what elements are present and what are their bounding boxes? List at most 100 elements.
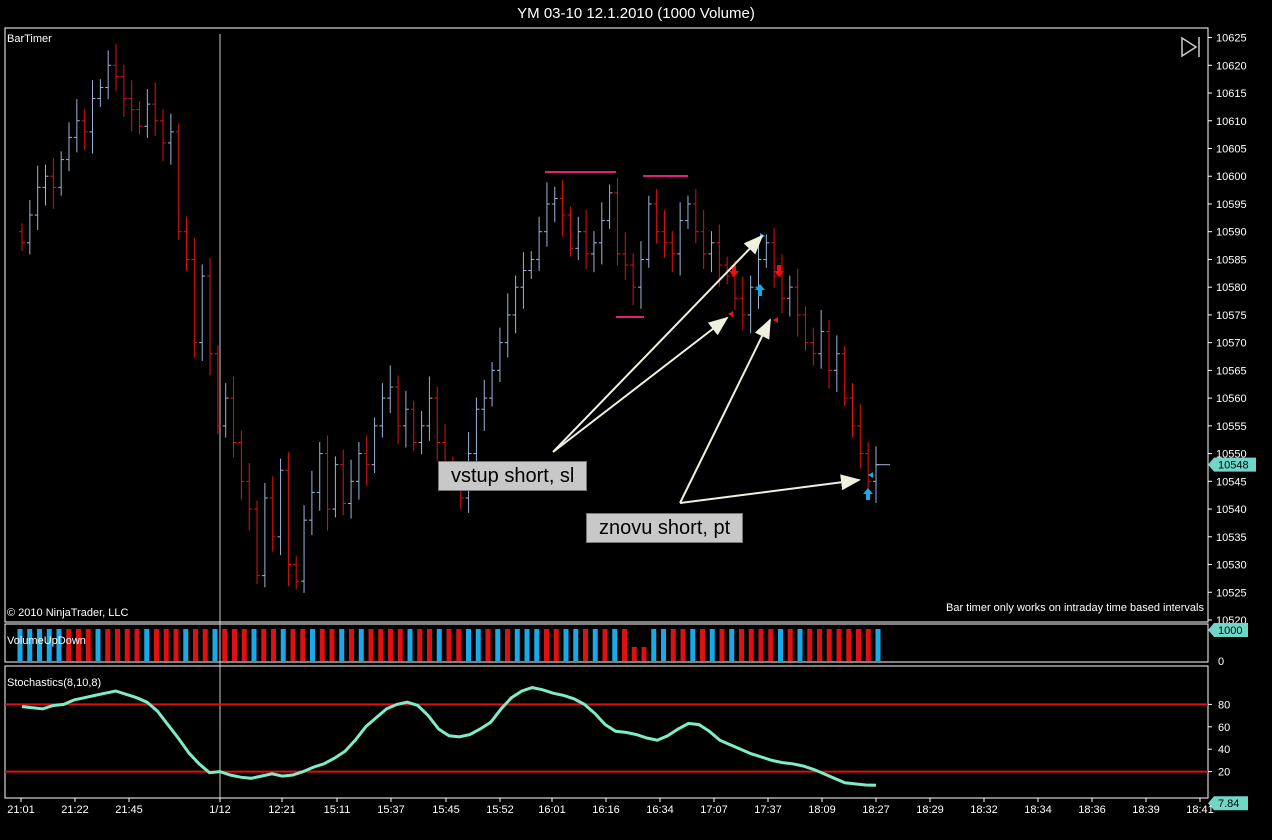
price-tick-label: 10530 <box>1216 560 1247 572</box>
volume-label: VolumeUpDown <box>7 635 86 647</box>
volume-bar <box>105 629 111 661</box>
volume-bar <box>37 629 42 661</box>
sell-arrow-icon <box>729 265 739 277</box>
last-price-badge <box>1208 457 1256 472</box>
volume-bar <box>66 629 72 661</box>
price-tick-label: 10580 <box>1216 282 1247 294</box>
volume-bar <box>407 629 413 661</box>
price-tick-label: 10560 <box>1216 393 1247 405</box>
volume-bar <box>124 629 130 661</box>
volume-bar <box>368 629 374 661</box>
volume-bar <box>875 629 881 661</box>
volume-bar <box>241 629 247 661</box>
annotation-arrow <box>552 316 729 453</box>
volume-bar <box>183 629 189 661</box>
volume-bar <box>173 629 179 661</box>
volume-bar <box>85 629 91 661</box>
price-tick-label: 10550 <box>1216 449 1247 461</box>
chart-title: YM 03-10 12.1.2010 (1000 Volume) <box>517 5 755 22</box>
volume-bar <box>865 629 871 661</box>
volume-bar <box>417 629 423 661</box>
price-tick-label: 10545 <box>1216 476 1247 488</box>
price-tick-label: 10565 <box>1216 365 1247 377</box>
price-tick-label: 10600 <box>1216 171 1247 183</box>
price-tick-label: 10605 <box>1216 143 1247 155</box>
x-tick-label: 18:29 <box>916 804 944 816</box>
volume-bar <box>836 629 842 661</box>
x-tick-label: 16:01 <box>538 804 566 816</box>
volume-bar <box>739 629 744 661</box>
price-tick-label: 10535 <box>1216 532 1247 544</box>
play-icon <box>1181 36 1198 58</box>
volume-value-badge <box>1208 623 1248 637</box>
callout-znovu-short: znovu short, pt <box>586 513 744 543</box>
volume-bar <box>583 629 588 661</box>
volume-bar <box>748 629 754 661</box>
volume-bar <box>27 629 33 661</box>
x-tick-label: 18:09 <box>808 804 836 816</box>
x-tick-label: 15:11 <box>324 804 351 816</box>
volume-bar <box>856 629 861 661</box>
price-tick-label: 10610 <box>1216 116 1247 128</box>
volume-bar <box>495 629 501 661</box>
volume-bar <box>436 629 442 661</box>
volume-bar <box>631 647 637 661</box>
volume-value-label: 1000 <box>1218 625 1242 637</box>
x-tick-label: 18:27 <box>862 804 890 816</box>
stoch-tick-label: 20 <box>1218 767 1230 779</box>
x-tick-label: 18:39 <box>1132 804 1160 816</box>
annotation-arrow <box>679 318 771 504</box>
volume-bar <box>349 629 354 661</box>
price-tick-label: 10575 <box>1216 310 1247 322</box>
price-tick-label: 10620 <box>1216 60 1247 72</box>
volume-bar <box>719 629 725 661</box>
volume-bar <box>797 629 803 661</box>
x-tick-label: 17:37 <box>754 804 782 816</box>
volume-bar <box>388 629 393 661</box>
stoch-tick-label: 80 <box>1218 699 1230 711</box>
volume-bar <box>358 629 364 661</box>
volume-bar <box>758 629 764 661</box>
x-tick-label: 18:41 <box>1186 804 1214 816</box>
volume-bar <box>826 629 832 661</box>
volume-bar <box>466 629 471 661</box>
volume-bar <box>115 629 120 661</box>
volume-bar <box>271 629 276 661</box>
price-tick-label: 10625 <box>1216 33 1247 45</box>
volume-bar <box>817 629 822 661</box>
volume-bar <box>163 629 169 661</box>
volume-bar <box>622 629 627 661</box>
x-tick-label: 15:52 <box>486 804 514 816</box>
volume-bar <box>397 629 403 661</box>
volume-bar <box>544 629 549 661</box>
volume-bar <box>290 629 296 661</box>
x-tick-label: 15:45 <box>432 804 460 816</box>
volume-bar <box>534 629 540 661</box>
volume-bar <box>778 629 783 661</box>
volume-bar <box>232 629 237 661</box>
volume-bar <box>700 629 705 661</box>
volume-bar <box>768 629 774 661</box>
volume-bar <box>280 629 286 661</box>
volume-bar <box>261 629 267 661</box>
volume-bar <box>475 629 481 661</box>
stoch-value-badge <box>1208 796 1248 811</box>
volume-bar <box>680 629 686 661</box>
stoch-tick-label: 60 <box>1218 722 1230 734</box>
volume-bar <box>251 629 257 661</box>
volume-bar <box>524 629 530 661</box>
volume-bar <box>641 647 647 661</box>
price-tick-label: 10590 <box>1216 227 1247 239</box>
volume-bar <box>690 629 696 661</box>
volume-bar <box>193 629 198 661</box>
volume-bar <box>154 629 159 661</box>
volume-bar <box>144 629 150 661</box>
annotation-arrow <box>552 234 764 453</box>
annotation-arrow <box>679 474 861 504</box>
volume-bar <box>485 629 491 661</box>
exit-marker-icon <box>868 472 873 478</box>
volume-bar <box>709 629 715 661</box>
volume-bar <box>846 629 852 661</box>
volume-bar <box>553 629 559 661</box>
